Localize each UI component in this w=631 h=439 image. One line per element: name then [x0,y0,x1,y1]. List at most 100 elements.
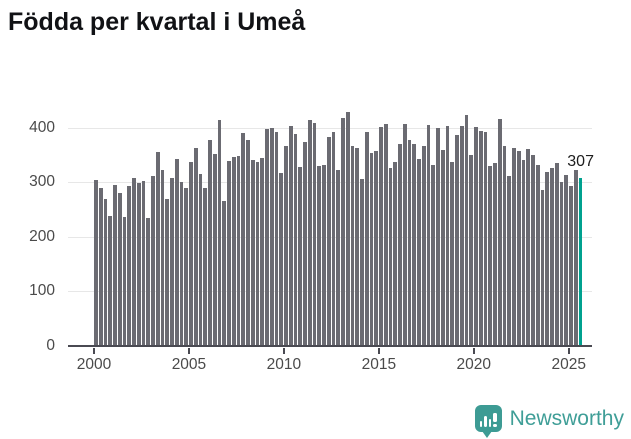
bar[interactable] [227,160,231,345]
bar[interactable] [326,136,331,345]
bar[interactable] [179,182,184,345]
bar[interactable] [573,169,578,345]
bar[interactable] [288,126,293,345]
bar[interactable] [284,146,288,345]
bar[interactable] [170,178,174,345]
bar[interactable] [412,143,416,345]
bar[interactable] [198,173,203,345]
bar[interactable] [246,139,250,345]
bar[interactable] [483,132,488,345]
bar[interactable] [108,215,112,345]
bar[interactable] [122,216,127,345]
bar[interactable] [203,188,207,345]
bar[interactable] [426,124,431,345]
bar[interactable] [402,124,407,345]
bar[interactable] [554,163,559,345]
bar[interactable] [393,162,397,345]
bar[interactable] [331,131,336,345]
bar[interactable] [364,132,369,345]
bar[interactable] [493,163,497,345]
bar[interactable] [265,129,269,345]
bar[interactable] [217,120,222,345]
bar[interactable] [421,145,426,345]
bar[interactable] [417,159,421,345]
bar[interactable] [379,127,383,345]
bar[interactable] [260,157,264,345]
bar[interactable] [535,165,540,345]
newsworthy-logo[interactable]: Newsworthy [474,405,624,438]
bar[interactable] [369,153,374,345]
bar[interactable] [274,132,279,345]
bar[interactable] [98,187,103,345]
bar[interactable] [160,169,165,345]
bar[interactable] [117,193,122,345]
bar[interactable] [360,179,364,345]
bar[interactable] [497,118,502,345]
bar[interactable] [350,146,355,345]
bar[interactable] [312,123,317,345]
bar[interactable] [445,125,450,345]
bar[interactable] [450,162,454,345]
bar[interactable] [146,218,150,345]
bar[interactable] [222,201,226,345]
bar[interactable] [336,169,340,345]
bar[interactable] [174,159,179,345]
bar[interactable] [269,127,274,345]
bar[interactable] [521,160,526,345]
bar[interactable] [231,156,236,345]
bar[interactable] [189,161,193,345]
bar[interactable] [212,153,217,345]
bar[interactable] [431,165,435,345]
bar[interactable] [250,160,255,345]
bar[interactable] [94,179,98,345]
bar[interactable] [488,166,492,345]
bar[interactable] [151,175,155,345]
bar[interactable] [132,178,136,345]
bar[interactable] [345,111,350,345]
bar[interactable] [512,148,516,345]
bar[interactable] [569,185,573,345]
bar[interactable] [317,165,321,345]
bar[interactable] [478,131,483,345]
bar[interactable] [136,183,141,345]
bar[interactable] [516,150,521,345]
bar[interactable] [307,119,312,345]
bar[interactable] [564,174,568,345]
bar[interactable] [279,173,283,345]
bar[interactable] [322,165,326,345]
bar[interactable] [502,146,507,345]
bar[interactable] [383,124,388,345]
bar[interactable] [141,181,146,345]
bar[interactable] [550,168,554,345]
bar[interactable] [298,166,302,345]
bar[interactable] [303,141,307,345]
bar[interactable] [469,154,473,345]
bar[interactable] [559,182,564,345]
bar[interactable] [526,148,530,345]
bar[interactable] [545,171,549,345]
bar[interactable] [531,154,535,345]
bar[interactable] [255,161,260,345]
bar[interactable] [341,118,345,345]
bar[interactable] [388,168,393,345]
bar[interactable] [155,151,160,345]
bar[interactable] [436,127,440,345]
bar[interactable] [455,135,459,345]
bar[interactable] [236,156,241,345]
bar[interactable] [474,127,478,345]
bar[interactable] [113,185,117,345]
bar[interactable] [407,139,412,345]
bar[interactable] [507,175,511,345]
bar[interactable] [374,151,378,345]
bar[interactable] [241,133,245,345]
bar[interactable] [293,133,298,345]
bar[interactable] [208,140,212,345]
bar[interactable] [464,115,469,345]
bar[interactable] [355,148,359,345]
bar[interactable] [103,198,108,345]
bar[interactable] [398,143,402,345]
bar[interactable] [440,149,445,345]
bar[interactable] [193,148,198,345]
bar[interactable] [165,199,169,345]
bar[interactable] [184,188,188,345]
